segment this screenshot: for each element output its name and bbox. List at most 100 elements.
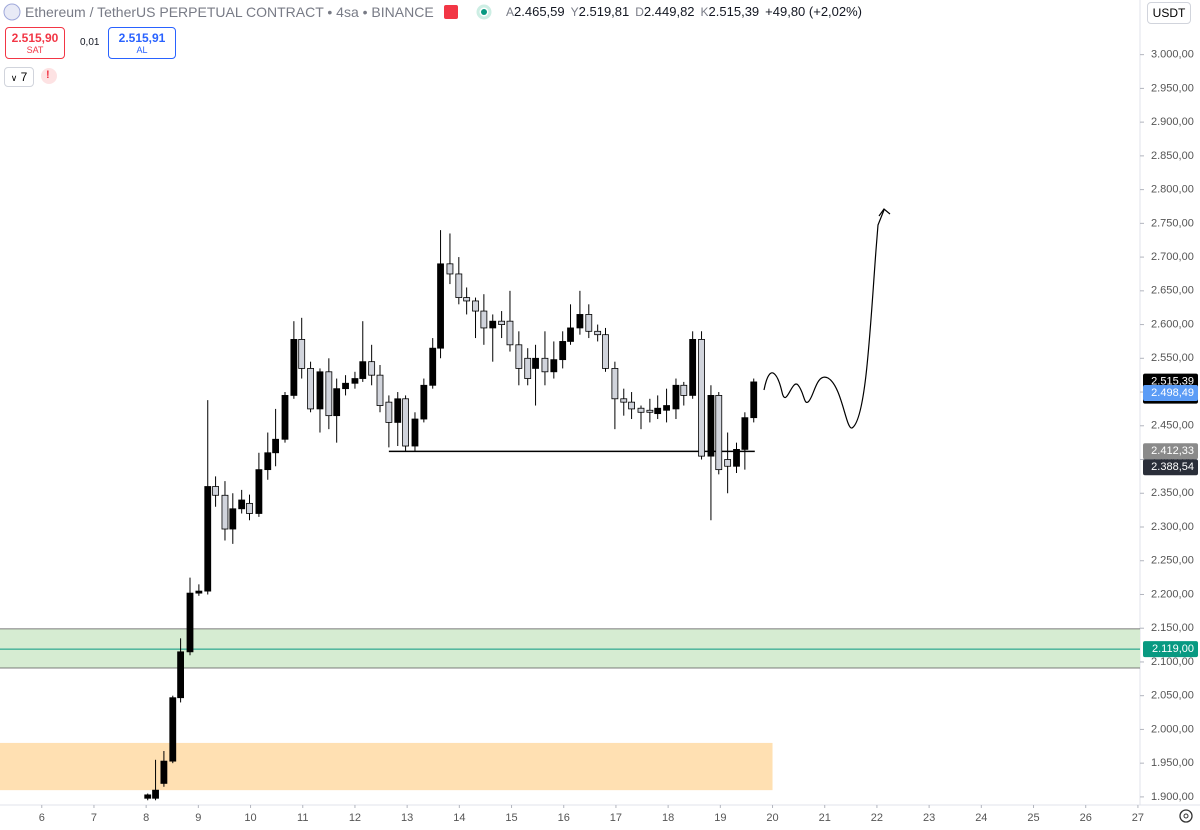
coin-icon — [3, 3, 21, 21]
currency-button[interactable]: USDT — [1147, 2, 1191, 24]
candle-body — [506, 320, 514, 346]
candle-body — [733, 448, 740, 467]
candle-body — [342, 382, 349, 390]
y-tick-label: 2.800,00 — [1151, 184, 1194, 196]
y-tick-label: 2.600,00 — [1151, 318, 1194, 330]
candle-body — [368, 361, 376, 376]
settings-icon[interactable] — [1179, 809, 1193, 823]
price-tag — [1143, 459, 1198, 476]
candle-body — [152, 789, 159, 799]
candle-body — [576, 314, 584, 329]
candle-body — [672, 384, 680, 410]
sell-label: SAT — [26, 45, 44, 55]
candle-body — [628, 401, 635, 410]
candle-body — [524, 357, 532, 379]
candle-body — [221, 494, 229, 530]
x-tick-label: 25 — [1027, 812, 1039, 824]
candle-body — [637, 407, 645, 413]
candle-body — [429, 347, 437, 386]
candle-body — [333, 388, 341, 417]
price-tag-label: 2.412,33 — [1151, 445, 1194, 457]
candle-body — [359, 361, 367, 379]
candle-body — [480, 310, 488, 329]
price-tag — [1143, 443, 1198, 460]
x-tick-label: 22 — [871, 812, 883, 824]
candle-body — [169, 697, 177, 762]
candle-body — [567, 327, 574, 342]
candle-body — [195, 590, 203, 594]
candle-body — [229, 508, 237, 530]
y-tick-label: 2.850,00 — [1151, 150, 1194, 162]
alert-mark[interactable]: ! — [46, 69, 50, 81]
ohlc-key: A — [506, 5, 515, 19]
candle-body — [255, 469, 263, 514]
indicator-toggle[interactable]: ∨ 7 — [4, 67, 34, 87]
y-tick-label: 1.950,00 — [1151, 757, 1194, 769]
drawn-arrow — [763, 209, 885, 429]
y-tick-label: 2.950,00 — [1151, 82, 1194, 94]
y-tick-label: 2.350,00 — [1151, 487, 1194, 499]
flag-icon[interactable] — [444, 5, 458, 19]
alert-icon — [41, 68, 57, 84]
ohlc-key: Y — [570, 5, 579, 19]
x-tick-label: 21 — [819, 812, 831, 824]
candle-body — [532, 357, 539, 369]
sell-button[interactable]: 2.515,90 SAT — [5, 27, 65, 59]
x-tick-label: 18 — [662, 812, 674, 824]
y-tick-label: 2.650,00 — [1151, 285, 1194, 297]
candle-body — [298, 339, 306, 369]
status-dot — [481, 9, 487, 15]
x-tick-label: 15 — [505, 812, 517, 824]
ohlc-key: D — [635, 5, 644, 19]
candle-body — [316, 371, 324, 410]
ohlc-value: 2.449,82 — [643, 4, 695, 19]
candle-body — [654, 407, 662, 415]
x-tick-label: 11 — [297, 812, 308, 824]
candle-body — [446, 263, 454, 275]
candle-body — [246, 502, 253, 514]
ohlc-change: +49,80 (+2,02%) — [765, 4, 863, 19]
y-tick-label: 2.150,00 — [1151, 622, 1194, 634]
x-tick-label: 10 — [244, 812, 256, 824]
status-ring — [476, 4, 492, 20]
y-tick-label: 2.050,00 — [1151, 690, 1194, 702]
candle-body — [160, 760, 168, 784]
price-tag — [1143, 641, 1198, 658]
x-tick-label: 16 — [558, 812, 570, 824]
candle-body — [698, 339, 705, 457]
candle-body — [238, 499, 246, 510]
ohlc-value: 2.515,39 — [708, 4, 760, 19]
candle-body — [594, 330, 602, 336]
candle-body — [144, 794, 152, 799]
candle-body — [177, 651, 185, 699]
price-tag-label: 2.119,00 — [1152, 643, 1194, 655]
y-tick-label: 2.250,00 — [1151, 555, 1194, 567]
arrow-head — [878, 208, 891, 217]
candle-body — [212, 486, 219, 496]
buy-button[interactable]: 2.515,91 AL — [108, 27, 176, 59]
price-tag-label: 2.515,39 — [1151, 376, 1194, 388]
y-tick-label: 3.000,00 — [1151, 49, 1194, 61]
candle-body — [402, 398, 409, 447]
y-tick-label: 2.000,00 — [1151, 723, 1194, 735]
plot — [0, 230, 1140, 801]
candle-body — [515, 344, 523, 369]
candle-body — [272, 438, 280, 454]
buy-label: AL — [136, 45, 148, 55]
x-tick-label: 14 — [453, 812, 465, 824]
x-tick-label: 7 — [91, 812, 97, 824]
x-tick-label: 9 — [195, 812, 201, 824]
ohlc-header: A2.465,59 Y2.519,81 D2.449,82 K2.515,39 +49,… — [506, 4, 862, 19]
x-tick-label: 13 — [401, 812, 413, 824]
y-tick-label: 1.900,00 — [1151, 791, 1194, 803]
candle-body — [663, 405, 670, 411]
y-tick-label: 2.900,00 — [1151, 116, 1194, 128]
candle-body — [186, 592, 194, 653]
candle-body — [437, 263, 444, 349]
buy-price: 2.515,91 — [118, 31, 166, 45]
sell-price: 2.515,90 — [11, 31, 59, 45]
candle-body — [385, 401, 393, 423]
candle-body — [325, 371, 333, 417]
